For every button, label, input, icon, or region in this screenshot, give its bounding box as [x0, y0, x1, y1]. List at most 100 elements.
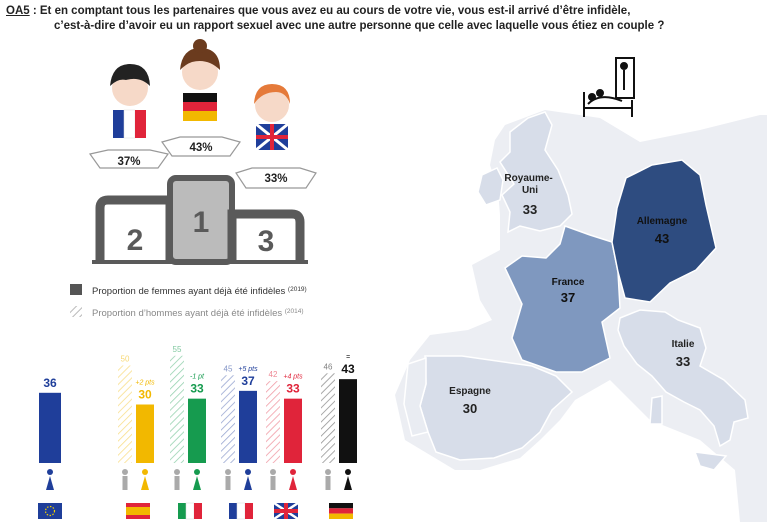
- bar-women-uk: [284, 398, 302, 463]
- flag-italy-icon: [178, 502, 202, 520]
- flag-spain-icon: [126, 503, 150, 519]
- person-body-icon-italy: [193, 476, 201, 490]
- legend-women: Proportion de femmes ayant déjà été infi…: [92, 286, 307, 297]
- podium-value-3: 33%: [264, 173, 287, 185]
- legend-men-label: Proportion d’hommes ayant déjà été infid…: [92, 308, 285, 319]
- figure-uk-icon: [254, 84, 290, 152]
- map-value-germany: 43: [655, 231, 669, 246]
- person-icon-spain: [142, 469, 148, 475]
- podium-value-2: 37%: [117, 156, 140, 168]
- person-body-icon-germany: [344, 476, 352, 490]
- bar-men-label-germany: 46: [324, 362, 333, 371]
- figure-germany-icon: [180, 39, 220, 121]
- legend-women-year: (2019): [288, 286, 307, 293]
- change-label-italy: -1 pt: [190, 374, 205, 381]
- question-text: OA5 : Et en comptant tous les partenaire…: [6, 4, 746, 34]
- map-value-spain: 30: [463, 401, 477, 416]
- legend-men-year: (2014): [285, 308, 304, 315]
- map-value-uk: 33: [523, 202, 537, 217]
- legend: Proportion de femmes ayant déjà été infi…: [70, 284, 307, 319]
- person-body-icon-eu: [46, 476, 54, 490]
- podium-rank-3: 3: [258, 225, 275, 258]
- map-region-ireland: [477, 167, 504, 206]
- map-label-italy: Italie: [672, 339, 695, 350]
- map-label-uk-line1: Royaume-: [504, 173, 552, 184]
- person-body-icon-men-germany: [325, 476, 331, 490]
- figure-france-icon: [110, 64, 150, 139]
- flag-uk-icon: [273, 501, 299, 521]
- bar-women-label-eu: 36: [43, 376, 57, 390]
- bed-icon: [583, 57, 635, 117]
- flag-france-icon: [229, 502, 253, 520]
- bar-women-eu: [39, 392, 61, 463]
- map-region-sicily: [693, 451, 728, 471]
- person-icon-italy: [194, 469, 200, 475]
- europe-map: Royaume- Uni 33 Allemagne 43 France 37 I…: [395, 110, 767, 522]
- podium-rank-2: 2: [127, 224, 144, 257]
- bar-men-label-france: 45: [224, 364, 233, 373]
- bar-women-spain: [136, 404, 154, 463]
- map-region-sardinia: [649, 395, 663, 425]
- map-region-germany: [611, 159, 717, 303]
- person-body-icon-men-italy: [174, 476, 180, 490]
- person-icon-men-uk: [270, 469, 276, 475]
- map-region-portugal: [403, 356, 429, 437]
- map-label-france: France: [552, 277, 585, 288]
- person-icon-germany: [345, 469, 351, 475]
- bar-women-france: [239, 390, 257, 463]
- bar-women-germany: [339, 379, 357, 463]
- podium-value-1: 43%: [189, 142, 212, 154]
- map-label-germany: Allemagne: [637, 216, 688, 227]
- map-value-france: 37: [561, 290, 575, 305]
- bar-women-label-uk: 33: [286, 382, 300, 396]
- map-region-spain: [419, 355, 574, 461]
- person-body-icon-men-spain: [122, 476, 128, 490]
- person-icon-uk: [290, 469, 296, 475]
- podium-block-2: [95, 195, 175, 262]
- legend-swatch-men: [70, 306, 82, 317]
- legend-men: Proportion d’hommes ayant déjà été infid…: [92, 308, 304, 319]
- map-label-uk: Royaume- Uni: [504, 173, 555, 196]
- ribbon-1: [161, 136, 241, 157]
- flags: [38, 501, 353, 521]
- ribbon-3: [235, 167, 317, 189]
- map-label-uk-line2: Uni: [522, 185, 538, 196]
- podium-rank-1: 1: [193, 206, 210, 239]
- legend-swatch-women: [70, 284, 82, 295]
- bar-women-label-france: 37: [241, 374, 255, 388]
- change-label-spain: +2 pts: [135, 380, 155, 387]
- question-line-1: : Et en comptant tous les partenaires qu…: [29, 5, 631, 17]
- flag-eu-icon: [38, 503, 62, 519]
- bar-men-germany: [321, 373, 335, 463]
- person-icon-men-france: [225, 469, 231, 475]
- person-body-icon-men-uk: [270, 476, 276, 490]
- question-line-2: c’est-à-dire d’avoir eu un rapport sexue…: [54, 20, 665, 32]
- change-label-germany: =: [346, 354, 350, 361]
- person-body-icon-men-france: [225, 476, 231, 490]
- podium: 37% 43% 33% 2 1 3: [88, 39, 317, 265]
- bar-women-label-germany: 43: [341, 362, 355, 376]
- ribbon-2: [88, 149, 170, 169]
- bar-women-label-italy: 33: [190, 382, 204, 396]
- person-icon-men-italy: [174, 469, 180, 475]
- flag-germany-icon: [329, 503, 353, 519]
- person-icon-france: [245, 469, 251, 475]
- bar-men-italy: [170, 355, 184, 463]
- map-value-italy: 33: [676, 354, 690, 369]
- map-label-spain: Espagne: [449, 386, 491, 397]
- question-code: OA5: [6, 5, 30, 17]
- bar-men-label-italy: 55: [173, 345, 182, 354]
- bar-men-label-spain: 50: [121, 355, 130, 364]
- bar-men-uk: [266, 381, 280, 463]
- bar-men-france: [221, 375, 235, 463]
- bar-women-label-spain: 30: [138, 388, 152, 402]
- map-surrounding-land: [395, 110, 767, 522]
- podium-block-1: [167, 175, 235, 265]
- change-label-uk: +4 pts: [283, 374, 303, 381]
- person-icon-men-spain: [122, 469, 128, 475]
- person-icon-men-germany: [325, 469, 331, 475]
- map-region-france: [504, 225, 621, 373]
- person-body-icon-uk: [289, 476, 297, 490]
